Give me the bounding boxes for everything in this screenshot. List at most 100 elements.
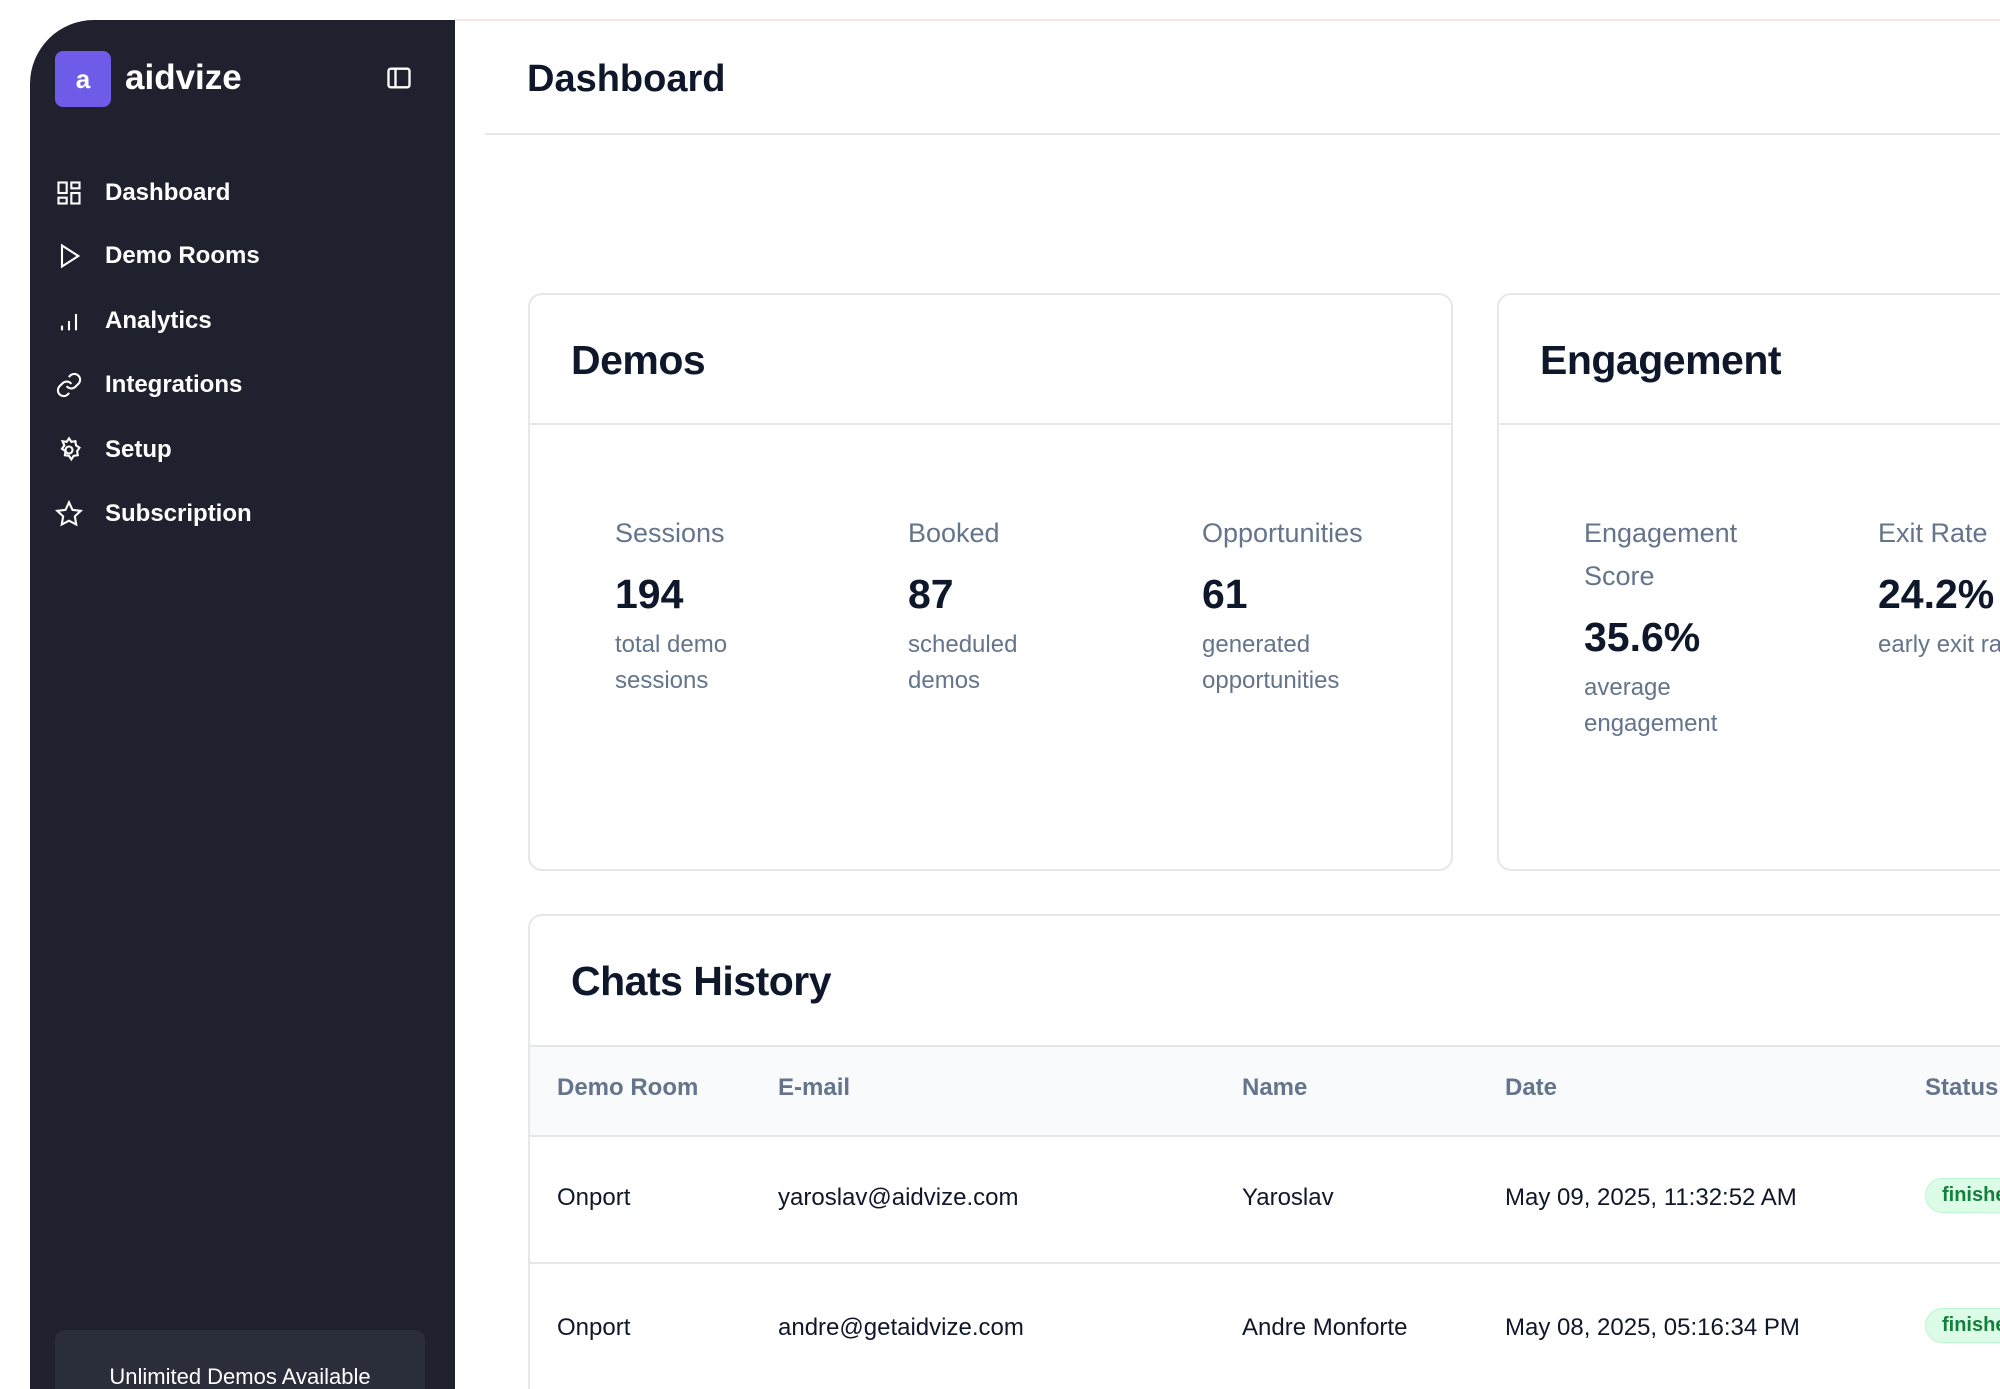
table-header-text: Status	[1925, 1074, 1999, 1101]
table-cell: Onport	[557, 1313, 630, 1343]
nav-item-text[interactable]: Integrations	[105, 371, 243, 398]
row-divider	[530, 1262, 2000, 1264]
sidebar	[30, 20, 455, 1389]
table-cell: andre@getaidvize.com	[778, 1313, 1024, 1343]
stat-desc-text: scheduled demos	[908, 631, 1018, 694]
nav-item-text[interactable]: Setup	[105, 436, 172, 463]
card-title: Engagement	[1540, 335, 1782, 385]
table-header-text: Date	[1505, 1074, 1558, 1101]
table-header: Date	[1505, 1073, 1557, 1103]
top-border	[455, 19, 2000, 21]
nav-item[interactable]: Setup	[55, 430, 172, 470]
nav-item-text[interactable]: Dashboard	[105, 179, 231, 206]
table-header-text: E-mail	[778, 1074, 851, 1101]
table-header: Demo Room	[557, 1073, 698, 1103]
stat-value-text: 61	[1202, 571, 1248, 617]
stat-value-text: 194	[615, 571, 684, 617]
table-header-bg	[530, 1045, 2000, 1137]
card-title-text: Demos	[571, 337, 706, 383]
card-divider	[528, 423, 1453, 425]
table-cell-text: Onport	[557, 1184, 631, 1211]
nav-icon	[56, 372, 82, 398]
table-cell: May 09, 2025, 11:32:52 AM	[1505, 1183, 1797, 1213]
table-cell: yaroslav@aidvize.com	[778, 1183, 1018, 1213]
stat-value-text: 35.6%	[1584, 614, 1701, 660]
status-badge: finished	[1925, 1308, 2000, 1343]
nav-icon	[60, 243, 81, 269]
nav-item-text[interactable]: Demo Rooms	[105, 242, 260, 269]
stat-value: 87	[908, 569, 954, 619]
stat-value: 35.6%	[1584, 612, 1700, 662]
nav-item-text[interactable]: Analytics	[105, 307, 212, 334]
nav-item[interactable]: Integrations	[55, 365, 242, 405]
stat-value-text: 24.2%	[1878, 571, 1995, 617]
nav-icon	[60, 436, 81, 462]
card	[528, 914, 2000, 1389]
nav-icon	[55, 500, 83, 527]
stat-value: 194	[615, 569, 683, 619]
divider	[485, 133, 2000, 135]
stat-label: Engagement Score	[1584, 512, 1759, 598]
card	[1497, 293, 2000, 871]
stat-value: 61	[1202, 569, 1248, 619]
card-divider	[1497, 423, 2000, 425]
stat-label-text: Exit Rate	[1878, 518, 1988, 548]
status-badge-text: finished	[1942, 1314, 2000, 1336]
footer-text: Unlimited Demos Available	[109, 1364, 371, 1389]
table-cell-text: Andre Monforte	[1242, 1314, 1408, 1341]
table-cell-text: Yaroslav	[1242, 1184, 1334, 1211]
stat-desc-text: total demo sessions	[615, 631, 728, 694]
stat-desc-text: average engagement	[1584, 674, 1718, 737]
stat-desc-text: early exit rate	[1878, 631, 2000, 658]
table-cell: May 08, 2025, 05:16:34 PM	[1505, 1313, 1800, 1343]
card-title-text: Engagement	[1540, 337, 1782, 383]
page-title: Dashboard	[527, 58, 726, 100]
nav-icon	[60, 314, 78, 331]
stat-label-text: Opportunities	[1202, 518, 1363, 548]
sidebar-toggle[interactable]	[385, 64, 413, 92]
table-cell-text: May 08, 2025, 05:16:34 PM	[1505, 1314, 1800, 1341]
nav-item[interactable]: Analytics	[55, 301, 212, 341]
card-title: Chats History	[571, 956, 832, 1006]
stat-value: 24.2%	[1878, 569, 1994, 619]
table-cell-text: May 09, 2025, 11:32:52 AM	[1505, 1184, 1797, 1211]
stat-label: Booked	[908, 512, 1000, 555]
table-cell-text: Onport	[557, 1314, 631, 1341]
stat-desc: average engagement	[1584, 670, 1754, 742]
table-cell: Onport	[557, 1183, 630, 1213]
status-badge: finished	[1925, 1178, 2000, 1213]
footer-box	[55, 1330, 425, 1389]
table-header: E-mail	[778, 1073, 850, 1103]
card	[528, 293, 1453, 871]
stat-desc: early exit rate	[1878, 627, 2000, 663]
table-cell: Andre Monforte	[1242, 1313, 1407, 1343]
table-cell-text: yaroslav@aidvize.com	[778, 1184, 1019, 1211]
nav-item[interactable]: Subscription	[55, 494, 252, 534]
logo[interactable]: a	[55, 51, 111, 107]
stat-desc-text: generated opportunities	[1202, 631, 1340, 694]
nav-icon	[57, 181, 81, 205]
stat-label: Opportunities	[1202, 512, 1363, 555]
stat-label: Exit Rate	[1878, 512, 1988, 555]
table-header: Name	[1242, 1073, 1307, 1103]
stat-desc: scheduled demos	[908, 627, 1078, 699]
table-header-text: Name	[1242, 1074, 1308, 1101]
nav-item-text[interactable]: Subscription	[105, 500, 252, 527]
brand[interactable]: aidvize	[125, 58, 242, 97]
stat-desc: total demo sessions	[615, 627, 785, 699]
table-cell: Yaroslav	[1242, 1183, 1334, 1213]
stat-label-text: Sessions	[615, 518, 725, 548]
status-badge-text: finished	[1942, 1184, 2000, 1206]
stat-value-text: 87	[908, 571, 954, 617]
table-cell-text: andre@getaidvize.com	[778, 1314, 1024, 1341]
card-title-text: Chats History	[571, 958, 832, 1004]
stat-desc: generated opportunities	[1202, 627, 1372, 699]
card-title: Demos	[571, 335, 706, 385]
stat-label: Sessions	[615, 512, 725, 555]
stat-label-text: Engagement Score	[1584, 518, 1738, 591]
nav-item[interactable]: Demo Rooms	[55, 236, 260, 276]
nav-item[interactable]: Dashboard	[55, 173, 230, 213]
table-header-text: Demo Room	[557, 1074, 699, 1101]
table-header: Status	[1925, 1073, 1998, 1103]
